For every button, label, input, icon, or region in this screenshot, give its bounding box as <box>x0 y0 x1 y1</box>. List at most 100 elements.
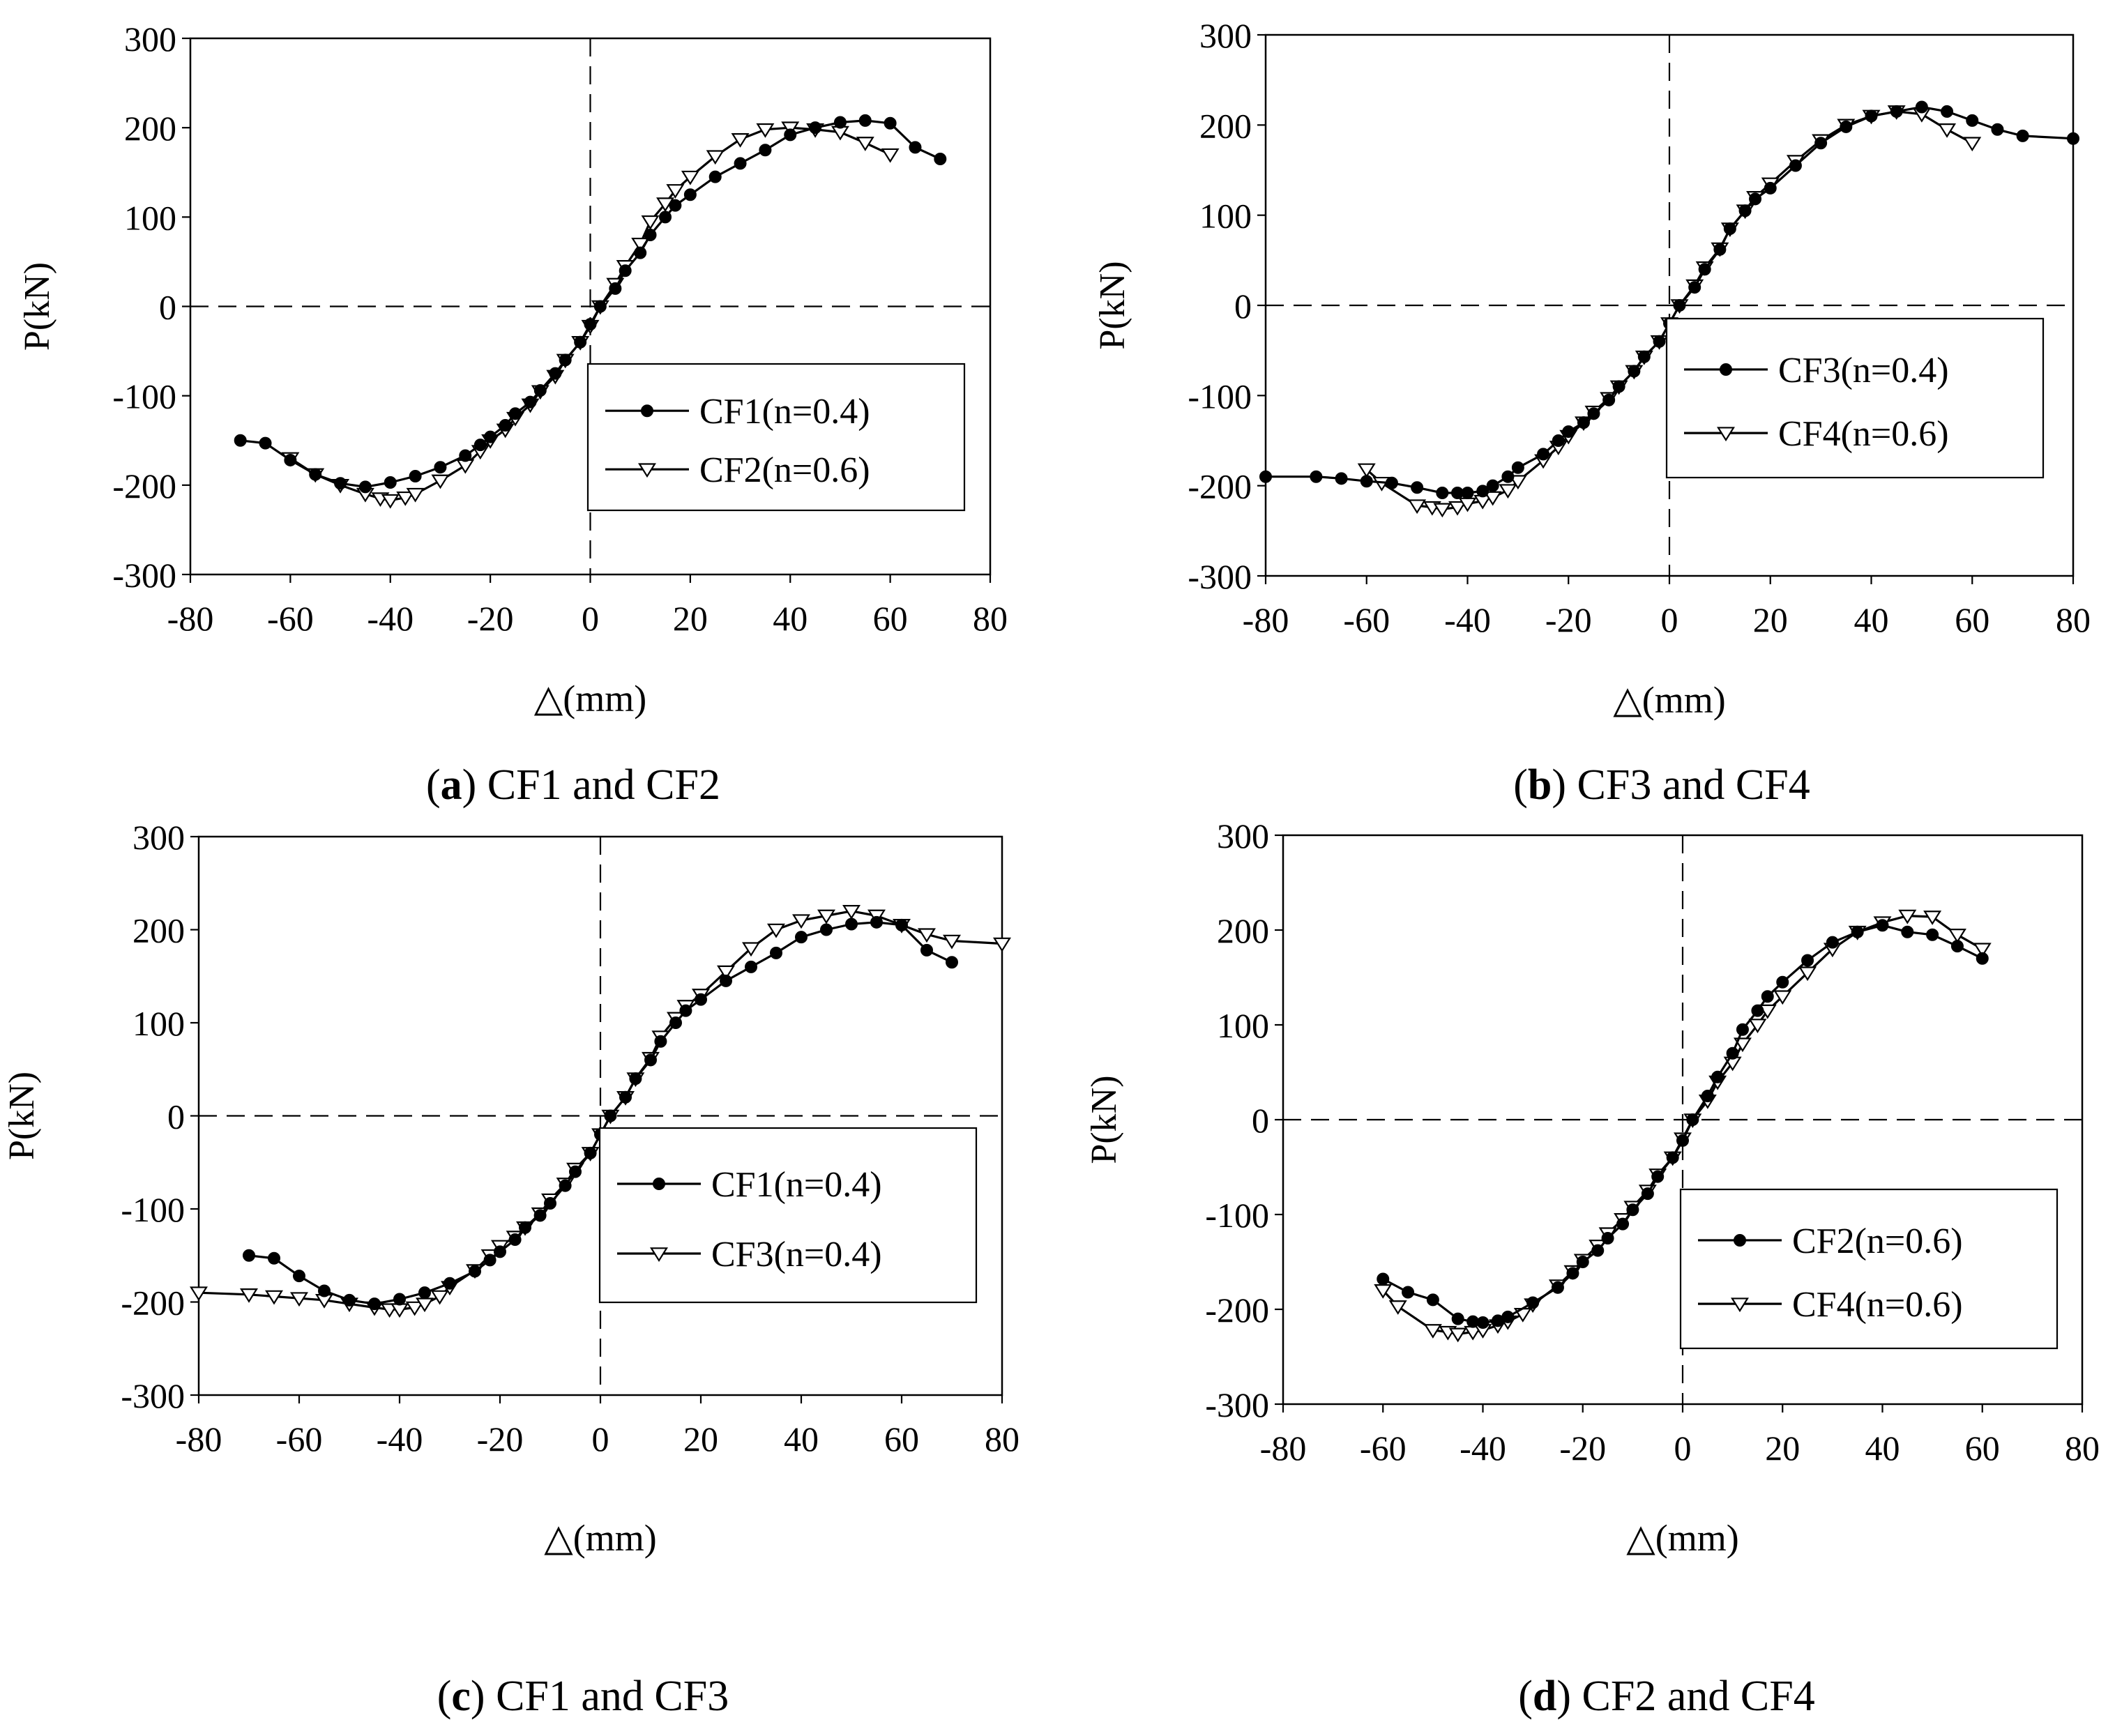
data-point <box>1576 1256 1589 1268</box>
legend-item: CF4(n=0.6) <box>1698 1285 1963 1325</box>
x-tick-label: -80 <box>1243 600 1289 639</box>
data-point <box>1773 990 1792 1005</box>
legend-label: CF3(n=0.4) <box>711 1235 882 1274</box>
data-point <box>1749 192 1762 206</box>
data-point <box>920 943 933 957</box>
y-tick-label: -100 <box>112 377 176 416</box>
data-point <box>418 1286 431 1300</box>
data-point <box>343 1293 356 1307</box>
data-point <box>1686 1113 1699 1126</box>
data-point <box>1372 476 1391 492</box>
data-point <box>669 199 682 212</box>
data-point <box>1612 380 1625 393</box>
data-point <box>1360 475 1373 488</box>
y-tick-label: 300 <box>124 20 176 59</box>
data-point <box>430 1290 449 1305</box>
y-tick-label: -200 <box>1188 467 1252 506</box>
data-point <box>820 923 833 936</box>
data-point <box>1499 484 1517 499</box>
x-tick-label: 0 <box>592 1419 609 1459</box>
data-point <box>759 144 772 157</box>
x-tick-label: -60 <box>276 1419 323 1459</box>
data-point <box>1461 487 1474 500</box>
x-tick-label: -20 <box>477 1419 524 1459</box>
panel-d-caption: (d) CF2 and CF4 <box>1518 1673 1815 1720</box>
data-point <box>240 1288 258 1303</box>
data-point <box>781 121 800 137</box>
data-point <box>533 383 547 397</box>
y-axis-label: P(kN) <box>17 262 57 351</box>
data-point <box>1726 1046 1739 1060</box>
x-tick-label: -60 <box>1360 1429 1407 1468</box>
legend-box <box>1665 317 2045 479</box>
data-point <box>1476 1316 1489 1330</box>
data-point <box>190 1286 208 1302</box>
data-point <box>708 170 722 183</box>
x-tick-label: -80 <box>1260 1429 1307 1468</box>
data-point <box>559 1179 572 1192</box>
data-point <box>1973 943 1992 958</box>
data-point <box>731 133 750 148</box>
legend: CF3(n=0.4) CF4(n=0.6) <box>1665 317 2045 479</box>
data-point <box>1851 925 1864 938</box>
data-point <box>683 188 697 201</box>
data-point <box>1566 1267 1579 1280</box>
data-point <box>1826 936 1839 949</box>
data-point <box>309 468 322 481</box>
data-point <box>1511 461 1524 474</box>
data-point <box>943 934 961 950</box>
x-tick-label: -60 <box>267 599 314 638</box>
legend-marker <box>650 1247 668 1262</box>
data-point <box>795 931 808 944</box>
legend-label: CF1(n=0.4) <box>699 392 870 432</box>
data-point <box>508 407 522 420</box>
legend-box <box>586 363 966 512</box>
y-axis-label: P(kN) <box>2 1072 42 1160</box>
y-tick-label: 100 <box>132 1004 185 1043</box>
data-point <box>1476 485 1489 498</box>
x-tick-label: -40 <box>367 599 414 638</box>
legend: CF1(n=0.4) CF3(n=0.4) <box>598 1127 978 1304</box>
data-point <box>1651 1170 1665 1183</box>
data-point <box>318 1284 331 1297</box>
legend-marker <box>1731 1297 1749 1313</box>
data-point <box>494 1245 506 1258</box>
y-tick-label: 200 <box>1217 911 1269 950</box>
legend-marker <box>1720 363 1732 376</box>
panel-c-caption-text: CF1 and CF3 <box>485 1673 729 1720</box>
x-tick-label: 80 <box>2056 600 2091 639</box>
data-point <box>290 1292 308 1307</box>
data-point <box>1751 1004 1764 1017</box>
y-tick-label: 300 <box>1199 16 1252 55</box>
data-point <box>1711 1070 1724 1083</box>
legend-item: CF2(n=0.6) <box>1698 1221 1963 1261</box>
panel-a-caption: (a) CF1 and CF2 <box>426 761 720 809</box>
data-point <box>1966 114 1979 127</box>
data-point <box>1901 925 1914 938</box>
data-point <box>409 470 422 483</box>
data-point <box>1310 470 1323 483</box>
legend-marker <box>653 1178 665 1190</box>
data-point <box>909 141 922 154</box>
data-point <box>1776 975 1789 989</box>
legend-marker <box>1717 427 1735 442</box>
data-point <box>934 153 947 166</box>
data-point <box>1626 1203 1639 1217</box>
x-tick-label: -20 <box>467 599 514 638</box>
data-point <box>1433 503 1452 518</box>
data-point <box>644 228 657 241</box>
data-point <box>483 1254 496 1267</box>
legend-label: CF4(n=0.6) <box>1778 414 1949 454</box>
y-tick-label: 0 <box>1234 287 1252 326</box>
data-point <box>1402 1286 1415 1299</box>
data-point <box>284 453 297 466</box>
data-point <box>659 211 672 224</box>
data-point <box>2016 129 2029 142</box>
data-point <box>1591 1244 1605 1257</box>
x-tick-label: -20 <box>1559 1429 1606 1468</box>
legend-label: CF2(n=0.6) <box>1792 1221 1963 1261</box>
data-point <box>1688 281 1701 294</box>
